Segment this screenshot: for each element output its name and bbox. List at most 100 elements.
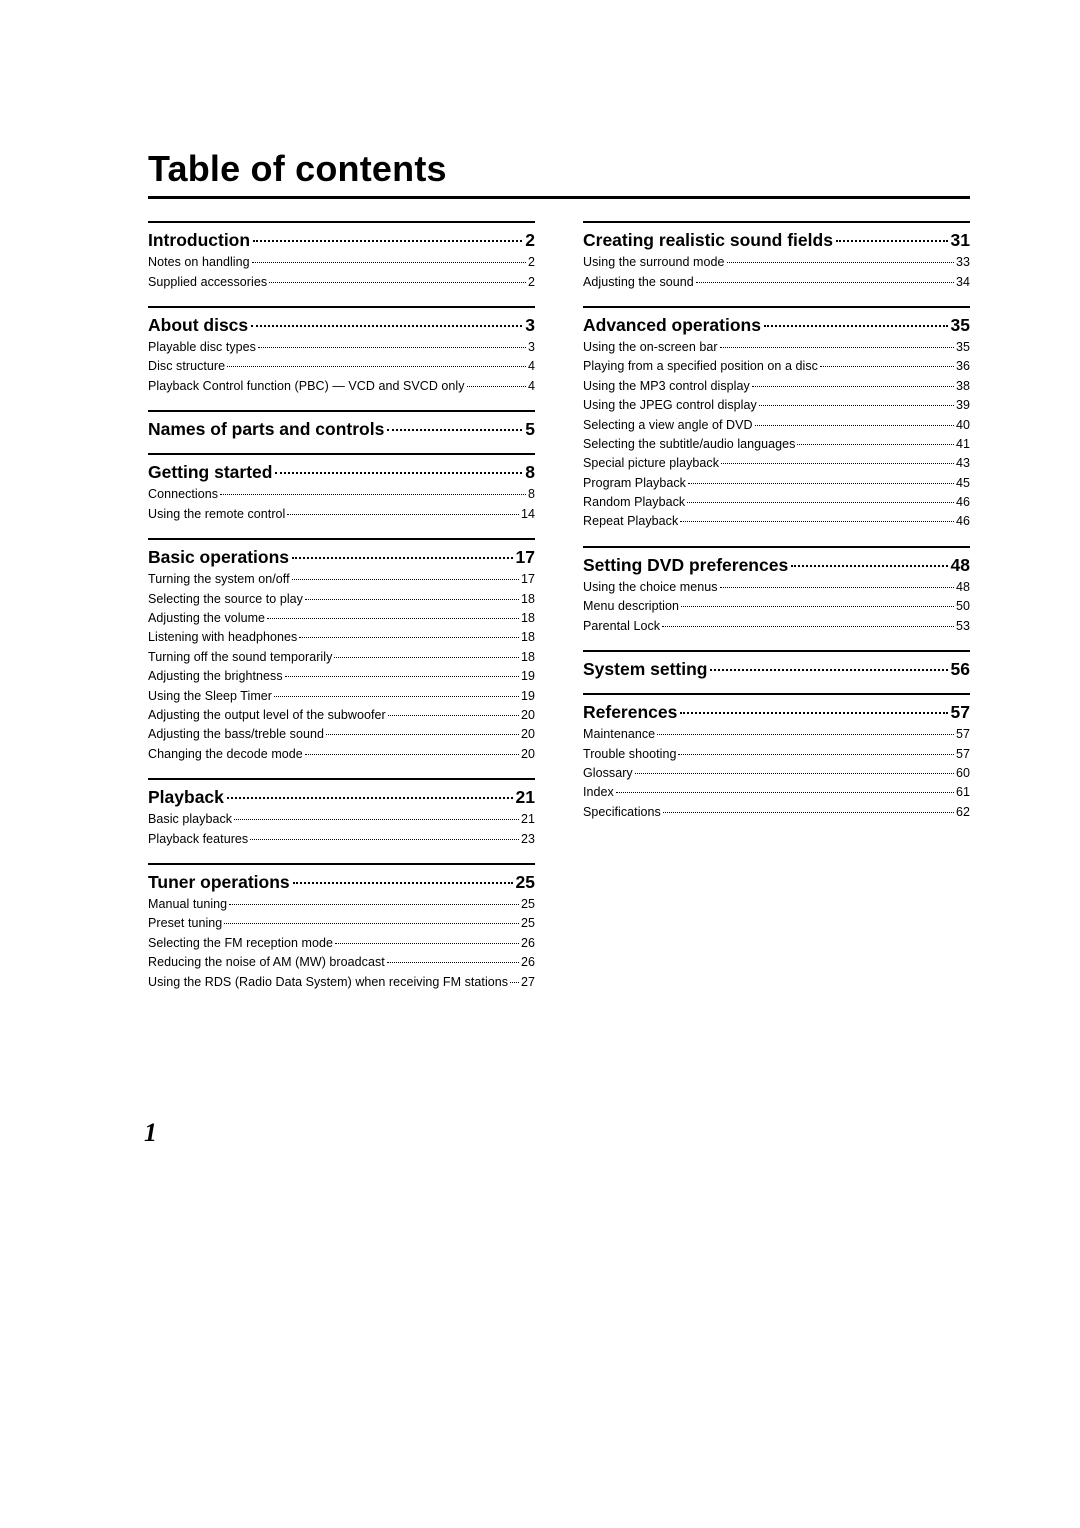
dot-leader (292, 579, 519, 580)
section-heading: Getting started8 (148, 453, 535, 482)
toc-entry: Selecting the subtitle/audio languages41 (583, 435, 970, 454)
section-title: Setting DVD preferences (583, 555, 788, 575)
toc-entry: Repeat Playback46 (583, 512, 970, 531)
toc-entry: Parental Lock53 (583, 617, 970, 636)
entry-page: 20 (521, 745, 535, 764)
toc-entry: Using the choice menus48 (583, 578, 970, 597)
dot-leader (727, 262, 954, 263)
toc-entry: Adjusting the volume18 (148, 609, 535, 628)
entry-page: 35 (956, 338, 970, 357)
entry-list: Notes on handling2Supplied accessories2 (148, 253, 535, 292)
toc-entry: Index61 (583, 783, 970, 802)
entry-label: Disc structure (148, 357, 225, 376)
entry-label: Playable disc types (148, 338, 256, 357)
toc-entry: Manual tuning25 (148, 895, 535, 914)
entry-label: Using the MP3 control display (583, 377, 750, 396)
entry-label: Notes on handling (148, 253, 250, 272)
dot-leader (267, 618, 519, 619)
section-heading: Basic operations17 (148, 538, 535, 567)
toc-entry: Listening with headphones18 (148, 628, 535, 647)
entry-label: Random Playback (583, 493, 685, 512)
toc-entry: Playable disc types 3 (148, 338, 535, 357)
entry-page: 57 (956, 745, 970, 764)
dot-leader (274, 696, 519, 697)
toc-entry: Turning the system on/off17 (148, 570, 535, 589)
dot-leader (227, 797, 513, 799)
entry-label: Supplied accessories (148, 273, 267, 292)
dot-leader (220, 494, 526, 495)
dot-leader (269, 282, 526, 283)
dot-leader (467, 386, 526, 387)
dot-leader (657, 734, 954, 735)
section-page: 25 (516, 872, 535, 892)
section-page: 8 (525, 462, 535, 482)
toc-entry: Adjusting the bass/treble sound20 (148, 725, 535, 744)
entry-label: Using the Sleep Timer (148, 687, 272, 706)
dot-leader (616, 792, 954, 793)
section-title: Introduction (148, 230, 250, 250)
entry-page: 19 (521, 667, 535, 686)
entry-page: 26 (521, 953, 535, 972)
entry-page: 8 (528, 485, 535, 504)
entry-label: Using the JPEG control display (583, 396, 757, 415)
section-heading: Introduction2 (148, 221, 535, 250)
toc-entry: Disc structure4 (148, 357, 535, 376)
dot-leader (252, 262, 526, 263)
section-title: Basic operations (148, 547, 289, 567)
entry-label: Playback features (148, 830, 248, 849)
page-number: 1 (144, 1118, 157, 1148)
dot-leader (720, 587, 954, 588)
dot-leader (285, 676, 519, 677)
dot-leader (334, 657, 519, 658)
toc-column: Creating realistic sound fields31Using t… (583, 221, 970, 994)
dot-leader (755, 425, 954, 426)
entry-page: 61 (956, 783, 970, 802)
entry-label: Using the surround mode (583, 253, 725, 272)
toc-entry: Using the JPEG control display 39 (583, 396, 970, 415)
toc-entry: Glossary60 (583, 764, 970, 783)
section-page: 56 (951, 659, 970, 679)
section-heading: Setting DVD preferences48 (583, 546, 970, 575)
toc-entry: Using the on-screen bar35 (583, 338, 970, 357)
entry-list: Using the choice menus48Menu description… (583, 578, 970, 636)
dot-leader (326, 734, 519, 735)
entry-label: Changing the decode mode (148, 745, 303, 764)
dot-leader (797, 444, 954, 445)
dot-leader (227, 366, 526, 367)
entry-page: 19 (521, 687, 535, 706)
entry-label: Trouble shooting (583, 745, 676, 764)
entry-label: Adjusting the brightness (148, 667, 283, 686)
entry-page: 60 (956, 764, 970, 783)
dot-leader (721, 463, 954, 464)
toc-entry: Adjusting the output level of the subwoo… (148, 706, 535, 725)
toc-entry: Using the surround mode33 (583, 253, 970, 272)
entry-page: 3 (528, 338, 535, 357)
entry-page: 62 (956, 803, 970, 822)
entry-label: Adjusting the volume (148, 609, 265, 628)
entry-page: 39 (956, 396, 970, 415)
entry-list: Basic playback21Playback features23 (148, 810, 535, 849)
entry-page: 18 (521, 648, 535, 667)
toc-entry: Connections8 (148, 485, 535, 504)
toc-entry: Selecting the source to play18 (148, 590, 535, 609)
dot-leader (710, 669, 947, 671)
entry-page: 2 (528, 253, 535, 272)
section-heading: Names of parts and controls5 (148, 410, 535, 439)
entry-label: Using the remote control (148, 505, 285, 524)
toc-entry: Basic playback21 (148, 810, 535, 829)
section-heading: Advanced operations35 (583, 306, 970, 335)
entry-label: Parental Lock (583, 617, 660, 636)
toc-entry: Using the remote control14 (148, 505, 535, 524)
dot-leader (292, 557, 513, 559)
dot-leader (293, 882, 513, 884)
entry-label: Menu description (583, 597, 679, 616)
title-rule (148, 196, 970, 199)
dot-leader (251, 325, 522, 327)
entry-page: 46 (956, 493, 970, 512)
entry-page: 27 (521, 973, 535, 992)
toc-entry: Selecting a view angle of DVD40 (583, 416, 970, 435)
entry-label: Listening with headphones (148, 628, 297, 647)
entry-page: 18 (521, 590, 535, 609)
section-title: Tuner operations (148, 872, 290, 892)
dot-leader (662, 626, 954, 627)
